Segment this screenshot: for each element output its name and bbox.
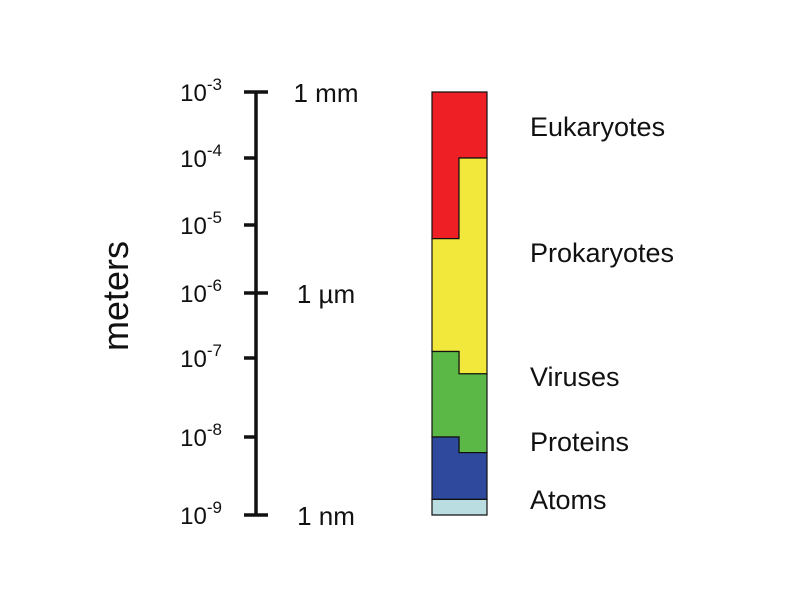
log-scale-axis: 10-3 1 mm 10-4 10-5 10-6 1 µm 10-7 10-8 10-9 1 nm xyxy=(180,75,358,531)
tick-label: 10-9 xyxy=(180,498,222,530)
unit-label: 1 nm xyxy=(297,501,355,531)
unit-label: 1 µm xyxy=(297,279,355,309)
tick-label: 10-7 xyxy=(180,341,222,373)
size-range-bar xyxy=(431,91,488,516)
tick-label: 10-6 xyxy=(180,276,222,308)
tick-label: 10-3 xyxy=(180,75,222,107)
tick-label: 10-4 xyxy=(180,141,222,173)
band-atoms xyxy=(431,498,488,516)
tick-label: 10-8 xyxy=(180,420,222,452)
label-proteins: Proteins xyxy=(530,427,629,457)
axis-title: meters xyxy=(95,241,136,351)
label-atoms: Atoms xyxy=(530,485,607,515)
label-viruses: Viruses xyxy=(530,362,620,392)
label-prokaryotes: Prokaryotes xyxy=(530,238,674,268)
tick-label: 10-5 xyxy=(180,208,222,240)
label-eukaryotes: Eukaryotes xyxy=(530,112,665,142)
unit-label: 1 mm xyxy=(294,78,359,108)
range-labels: Eukaryotes Prokaryotes Viruses Proteins Atom… xyxy=(530,112,674,515)
